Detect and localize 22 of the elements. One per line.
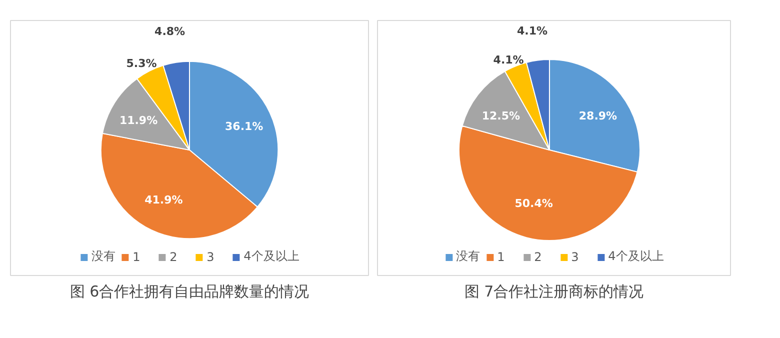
legend-label: 4个及以上 xyxy=(244,248,300,265)
data-label: 5.3% xyxy=(126,56,157,70)
data-label: 4.8% xyxy=(154,25,186,38)
legend-label: 没有 xyxy=(92,248,116,265)
data-label: 28.9% xyxy=(578,110,618,123)
data-label: 11.9% xyxy=(119,114,158,128)
legend-label: 1 xyxy=(132,250,142,264)
data-label: 50.4% xyxy=(514,196,553,210)
legend-label: 4个及以上 xyxy=(608,248,664,265)
legend-label: 2 xyxy=(170,250,178,264)
legend-label: 2 xyxy=(534,250,543,264)
data-label: 36.1% xyxy=(225,120,264,134)
data-label: 12.5% xyxy=(482,110,520,123)
text: 图 7合作社注册商标的情况 xyxy=(464,282,644,300)
data-label: 4.1% xyxy=(517,24,548,38)
legend-label: 没有 xyxy=(456,248,480,265)
legend-label: 1 xyxy=(497,250,506,264)
legend-label: 3 xyxy=(206,250,216,264)
text: 图 6合作社拥有自由品牌数量的情况 xyxy=(70,282,310,300)
data-label: 41.9% xyxy=(144,193,183,206)
legend-label: 3 xyxy=(571,250,580,264)
data-label: 4.1% xyxy=(493,54,524,67)
